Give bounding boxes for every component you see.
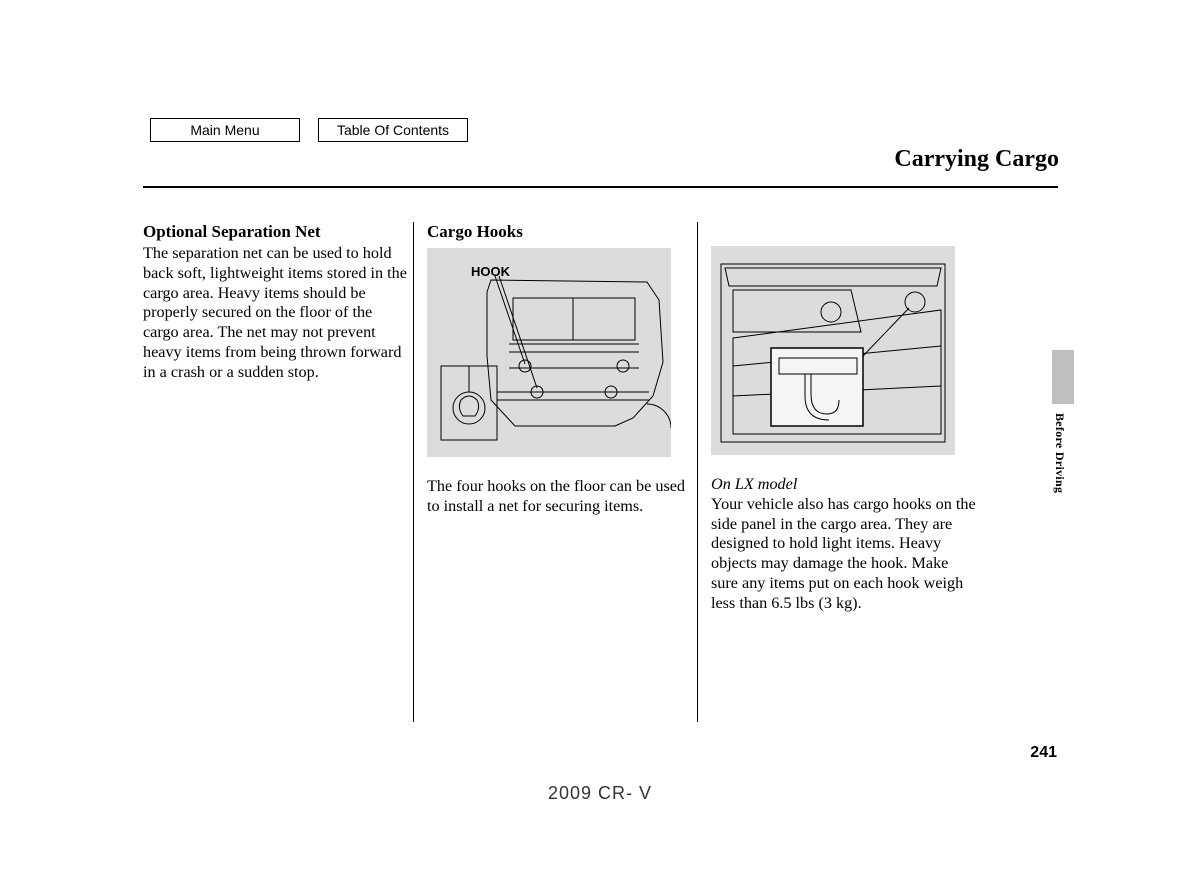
text-lx-model-lead: On LX model (711, 475, 979, 495)
column-divider-1 (413, 222, 414, 722)
column-cargo-hooks: Cargo Hooks HOOK (427, 222, 695, 517)
column-separation-net: Optional Separation Net The separation n… (143, 222, 411, 382)
illustration-side-hooks (711, 246, 955, 455)
footer-model-year: 2009 CR- V (548, 783, 652, 804)
column-side-hooks: On LX model Your vehicle also has cargo … (711, 222, 979, 613)
title-rule (143, 186, 1058, 188)
toc-button[interactable]: Table Of Contents (318, 118, 468, 142)
text-floor-hooks: The four hooks on the floor can be used … (427, 477, 695, 517)
text-side-hooks: Your vehicle also has cargo hooks on the… (711, 495, 979, 614)
section-tab (1052, 350, 1074, 404)
illustration-floor-hooks: HOOK (427, 248, 671, 457)
heading-cargo-hooks: Cargo Hooks (427, 222, 695, 242)
column-divider-2 (697, 222, 698, 722)
page-title: Carrying Cargo (894, 146, 1059, 173)
nav-button-row: Main Menu Table Of Contents (150, 118, 468, 142)
text-separation-net: The separation net can be used to hold b… (143, 244, 411, 382)
section-tab-label: Before Driving (1052, 413, 1067, 493)
side-hooks-svg (711, 246, 955, 455)
page-number: 241 (1030, 744, 1057, 762)
main-menu-button[interactable]: Main Menu (150, 118, 300, 142)
heading-separation-net: Optional Separation Net (143, 222, 411, 242)
illustration-hook-label: HOOK (471, 264, 510, 279)
floor-hooks-svg (427, 248, 671, 457)
